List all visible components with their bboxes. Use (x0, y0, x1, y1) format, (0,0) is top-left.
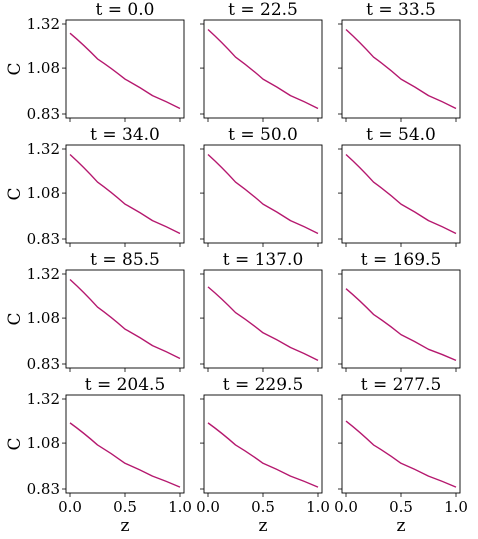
x-axis-label: z (121, 516, 130, 536)
axes-frame (341, 144, 461, 244)
axes-frame (341, 269, 461, 369)
axes-frame (65, 269, 185, 369)
axes-frame (341, 19, 461, 119)
x-axis-label: z (259, 516, 268, 536)
y-tick-label: 0.83 (27, 230, 60, 248)
subplot-panel: t = 34.0 0.83 1.08 1.32 C (5, 125, 185, 248)
y-tick-label: 0.83 (27, 355, 60, 373)
subplot-panel: t = 54.0 (338, 125, 461, 247)
subplot-panel: t = 50.0 (200, 125, 323, 247)
panel-title: t = 0.0 (96, 0, 155, 20)
panel-title: t = 229.5 (223, 375, 304, 395)
y-tick-label: 1.32 (27, 265, 60, 283)
subplot-panel: t = 0.0 0.83 1.08 1.32 C (5, 0, 185, 123)
panel-title: t = 54.0 (366, 125, 436, 145)
series-line (345, 420, 457, 488)
series-line (69, 278, 181, 360)
series-line (345, 153, 457, 235)
panel-title: t = 22.5 (228, 0, 298, 20)
subplot-panel: t = 204.5 0.0 0.5 1.0 0.83 1.08 1.32 Cz (5, 375, 192, 536)
axes-frame (341, 394, 461, 494)
x-tick-label: 0.5 (251, 498, 275, 516)
y-tick-label: 1.08 (27, 309, 60, 327)
subplot-panel: t = 33.5 (338, 0, 461, 122)
axes-frame (203, 269, 323, 369)
subplot-panel: t = 85.5 0.83 1.08 1.32 C (5, 250, 185, 373)
panel-title: t = 137.0 (223, 250, 304, 270)
series-line (345, 288, 457, 361)
series-line (207, 28, 319, 110)
axes-frame (203, 144, 323, 244)
y-tick-label: 1.08 (27, 59, 60, 77)
subplot-panel: t = 137.0 (200, 250, 323, 372)
subplot-panel: t = 169.5 (338, 250, 461, 372)
panel-title: t = 277.5 (361, 375, 442, 395)
y-axis-label: C (5, 437, 25, 450)
x-tick-label: 0.5 (113, 498, 137, 516)
series-line (69, 422, 181, 488)
y-axis-label: C (5, 187, 25, 200)
series-line (69, 153, 181, 235)
x-tick-label: 1.0 (444, 498, 468, 516)
y-tick-label: 0.83 (27, 105, 60, 123)
x-tick-label: 0.0 (58, 498, 82, 516)
x-tick-label: 1.0 (306, 498, 330, 516)
panel-title: t = 33.5 (366, 0, 436, 20)
panel-title: t = 169.5 (361, 250, 442, 270)
y-tick-label: 1.32 (27, 390, 60, 408)
series-line (207, 153, 319, 235)
y-axis-label: C (5, 312, 25, 325)
axes-frame (65, 394, 185, 494)
y-tick-label: 1.08 (27, 434, 60, 452)
panel-title: t = 85.5 (90, 250, 160, 270)
panel-title: t = 204.5 (85, 375, 166, 395)
series-line (207, 422, 319, 488)
y-tick-label: 0.83 (27, 480, 60, 498)
axes-frame (65, 144, 185, 244)
panel-title: t = 34.0 (90, 125, 160, 145)
series-line (207, 286, 319, 361)
x-tick-label: 0.0 (196, 498, 220, 516)
series-line (345, 28, 457, 110)
y-axis-label: C (5, 62, 25, 75)
series-line (69, 32, 181, 110)
y-tick-label: 1.08 (27, 184, 60, 202)
y-tick-label: 1.32 (27, 140, 60, 158)
panel-title: t = 50.0 (228, 125, 298, 145)
x-tick-label: 1.0 (168, 498, 192, 516)
y-tick-label: 1.32 (27, 15, 60, 33)
axes-frame (65, 19, 185, 119)
axes-frame (203, 394, 323, 494)
subplot-panel: t = 22.5 (200, 0, 323, 122)
subplot-panel: t = 229.5 0.0 0.5 1.0 z (196, 375, 330, 536)
x-tick-label: 0.0 (334, 498, 358, 516)
axes-frame (203, 19, 323, 119)
x-tick-label: 0.5 (389, 498, 413, 516)
panel-grid: t = 0.0 0.83 1.08 1.32 Ct = 22.5 t = 33.5 t = … (5, 0, 468, 536)
x-axis-label: z (397, 516, 406, 536)
subplot-panel: t = 277.5 0.0 0.5 1.0 z (334, 375, 468, 536)
